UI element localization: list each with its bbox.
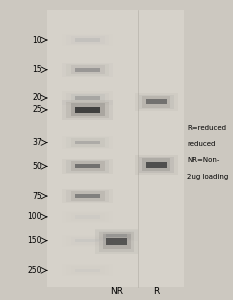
Bar	[75, 269, 100, 272]
Bar	[62, 189, 113, 203]
Bar	[66, 92, 109, 104]
Bar	[66, 160, 109, 173]
Text: 2ug loading: 2ug loading	[188, 174, 229, 180]
Bar	[62, 264, 113, 276]
Bar	[66, 212, 109, 222]
Bar	[106, 234, 127, 237]
Bar	[71, 213, 105, 221]
Bar	[66, 137, 109, 148]
Bar	[66, 64, 109, 76]
Bar	[75, 38, 100, 42]
Bar	[75, 164, 100, 168]
Bar	[103, 232, 131, 239]
Bar	[75, 215, 100, 218]
Text: 50: 50	[32, 162, 42, 171]
Bar	[71, 94, 105, 102]
Bar	[75, 239, 100, 242]
Bar	[146, 100, 167, 104]
Text: 75: 75	[32, 192, 42, 201]
Bar	[66, 236, 109, 246]
Bar	[62, 92, 113, 105]
Bar	[139, 157, 174, 173]
Bar	[71, 36, 105, 44]
Text: 100: 100	[27, 212, 42, 221]
Text: 20: 20	[32, 94, 42, 103]
Bar	[62, 211, 113, 223]
Text: 150: 150	[27, 236, 42, 245]
Bar	[146, 162, 167, 167]
Bar	[96, 230, 138, 254]
Text: R=reduced: R=reduced	[188, 125, 226, 131]
Bar	[75, 68, 100, 72]
Bar	[75, 96, 100, 100]
Text: 250: 250	[27, 266, 42, 275]
Bar	[142, 96, 170, 108]
Bar	[103, 234, 131, 250]
Bar	[62, 136, 113, 149]
Bar	[135, 93, 178, 111]
Bar	[75, 194, 100, 198]
Bar	[75, 141, 100, 144]
Bar	[71, 237, 105, 244]
Bar	[71, 161, 105, 171]
Bar	[62, 159, 113, 174]
Bar	[106, 238, 127, 245]
Bar	[99, 232, 134, 251]
Bar	[66, 266, 109, 275]
Bar	[139, 94, 174, 109]
Text: 10: 10	[32, 35, 42, 44]
Bar	[66, 35, 109, 45]
Bar	[62, 100, 113, 120]
Bar	[71, 266, 105, 274]
Bar	[142, 158, 170, 171]
Bar	[71, 191, 105, 201]
Bar	[75, 107, 100, 112]
Bar	[62, 34, 113, 46]
Bar	[71, 103, 105, 116]
Bar	[66, 190, 109, 202]
Bar	[62, 235, 113, 247]
Bar	[47, 10, 184, 287]
Bar	[62, 63, 113, 77]
Text: NR=Non-: NR=Non-	[188, 158, 220, 164]
Bar	[71, 138, 105, 147]
Text: R: R	[153, 287, 159, 296]
Text: 25: 25	[32, 105, 42, 114]
Text: 37: 37	[32, 138, 42, 147]
Bar	[96, 230, 138, 241]
Bar	[99, 231, 134, 240]
Text: NR: NR	[110, 287, 123, 296]
Bar	[71, 65, 105, 74]
Bar	[66, 102, 109, 118]
Text: reduced: reduced	[188, 141, 216, 147]
Text: 15: 15	[32, 65, 42, 74]
Bar	[135, 155, 178, 175]
